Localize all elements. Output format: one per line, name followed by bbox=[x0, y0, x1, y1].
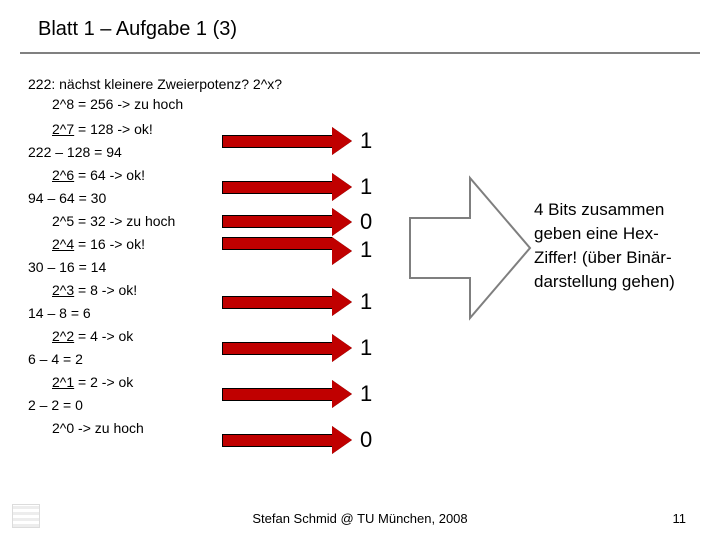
intro-line-2: 2^8 = 256 -> zu hoch bbox=[52, 96, 183, 112]
intro-line-1: 222: nächst kleinere Zweierpotenz? 2^x? bbox=[28, 76, 282, 92]
arrow-row: 1 bbox=[222, 164, 372, 210]
arrow-row: 0 bbox=[222, 210, 372, 233]
page-title: Blatt 1 – Aufgabe 1 (3) bbox=[38, 18, 237, 41]
arrow-row: 1 bbox=[222, 325, 372, 371]
big-arrow-icon bbox=[400, 168, 540, 328]
arrow-row: 1 bbox=[222, 279, 372, 325]
title-divider bbox=[20, 52, 700, 54]
side-note: 4 Bits zusammen geben eine Hex- Ziffer! … bbox=[534, 198, 675, 294]
bit-arrows: 1 1 0 1 1 1 1 0 bbox=[222, 118, 372, 463]
calculation-lines: 2^7 = 128 -> ok! 222 – 128 = 94 2^6 = 64… bbox=[28, 118, 175, 440]
arrow-row: 1 bbox=[222, 118, 372, 164]
page-number: 11 bbox=[673, 511, 687, 526]
footer-text: Stefan Schmid @ TU München, 2008 bbox=[0, 511, 720, 526]
arrow-row: 1 bbox=[222, 233, 372, 279]
arrow-row: 0 bbox=[222, 417, 372, 463]
arrow-row: 1 bbox=[222, 371, 372, 417]
